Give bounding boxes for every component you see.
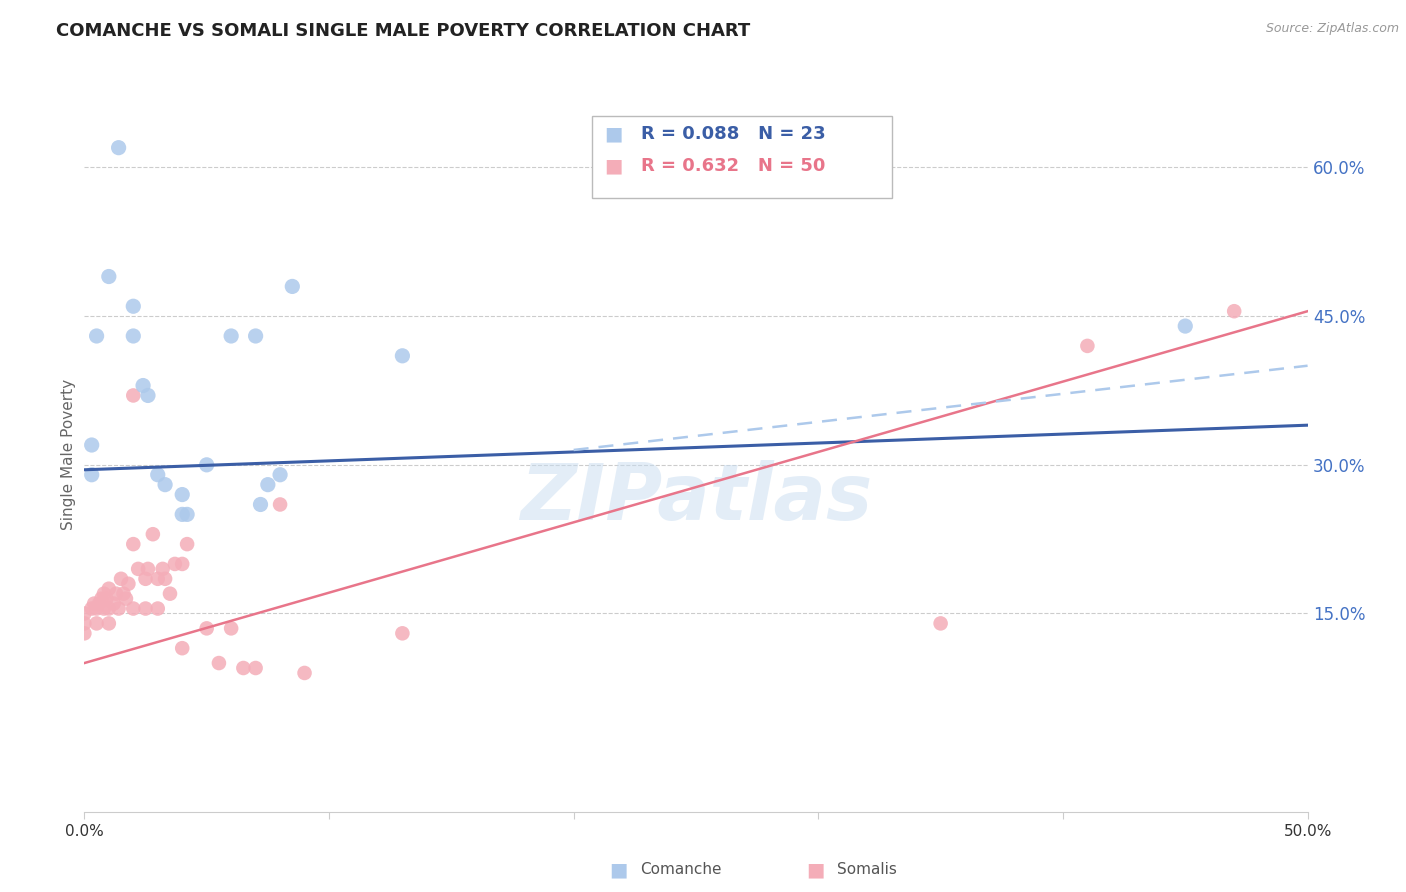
Point bbox=[159, 587, 181, 601]
Point bbox=[105, 587, 128, 601]
Point bbox=[97, 582, 120, 596]
Point bbox=[93, 587, 115, 601]
Point bbox=[110, 572, 132, 586]
Point bbox=[269, 467, 291, 482]
Point bbox=[172, 487, 194, 501]
Point bbox=[269, 498, 291, 512]
Point bbox=[80, 601, 103, 615]
Point bbox=[122, 388, 145, 402]
Point bbox=[1174, 319, 1197, 334]
Point bbox=[107, 601, 129, 615]
Text: R = 0.088   N = 23: R = 0.088 N = 23 bbox=[641, 125, 825, 143]
Point bbox=[152, 562, 174, 576]
Point bbox=[245, 661, 267, 675]
Text: Comanche: Comanche bbox=[640, 863, 721, 877]
Text: ■: ■ bbox=[609, 860, 628, 880]
Point bbox=[132, 378, 155, 392]
Point bbox=[294, 665, 316, 680]
Point bbox=[73, 607, 96, 621]
Point bbox=[257, 477, 280, 491]
Text: ■: ■ bbox=[605, 156, 623, 176]
Point bbox=[93, 601, 115, 615]
FancyBboxPatch shape bbox=[592, 116, 891, 198]
Text: Somalis: Somalis bbox=[837, 863, 897, 877]
Point bbox=[176, 508, 198, 522]
Point bbox=[83, 597, 105, 611]
Text: ZIPatlas: ZIPatlas bbox=[520, 459, 872, 536]
Point bbox=[80, 438, 103, 452]
Point bbox=[172, 508, 194, 522]
Point bbox=[80, 467, 103, 482]
Point bbox=[195, 458, 218, 472]
Point bbox=[163, 557, 186, 571]
Point bbox=[142, 527, 165, 541]
Point bbox=[208, 656, 231, 670]
Point bbox=[127, 562, 149, 576]
Point bbox=[245, 329, 267, 343]
Point bbox=[96, 591, 118, 606]
Point bbox=[281, 279, 304, 293]
Point bbox=[122, 601, 145, 615]
Point bbox=[97, 269, 120, 284]
Point bbox=[219, 329, 242, 343]
Point bbox=[136, 562, 159, 576]
Point bbox=[135, 572, 157, 586]
Point bbox=[391, 626, 413, 640]
Point bbox=[146, 572, 169, 586]
Point bbox=[115, 591, 138, 606]
Point bbox=[135, 601, 157, 615]
Text: ■: ■ bbox=[806, 860, 825, 880]
Point bbox=[1223, 304, 1246, 318]
Point bbox=[153, 572, 176, 586]
Point bbox=[172, 641, 194, 656]
Point bbox=[122, 329, 145, 343]
Point bbox=[86, 616, 108, 631]
Text: ■: ■ bbox=[605, 124, 623, 144]
Point bbox=[103, 597, 125, 611]
Text: COMANCHE VS SOMALI SINGLE MALE POVERTY CORRELATION CHART: COMANCHE VS SOMALI SINGLE MALE POVERTY C… bbox=[56, 22, 751, 40]
Point bbox=[153, 477, 176, 491]
Point bbox=[172, 557, 194, 571]
Point bbox=[107, 141, 129, 155]
Point bbox=[232, 661, 254, 675]
Point bbox=[176, 537, 198, 551]
Point bbox=[86, 329, 108, 343]
Point bbox=[136, 388, 159, 402]
Point bbox=[929, 616, 952, 631]
Point bbox=[73, 616, 96, 631]
Point bbox=[87, 597, 110, 611]
Point bbox=[73, 626, 96, 640]
Text: Source: ZipAtlas.com: Source: ZipAtlas.com bbox=[1265, 22, 1399, 36]
Point bbox=[146, 467, 169, 482]
Point bbox=[391, 349, 413, 363]
Point bbox=[219, 621, 242, 635]
Text: R = 0.632   N = 50: R = 0.632 N = 50 bbox=[641, 157, 825, 175]
Point bbox=[97, 616, 120, 631]
Point bbox=[146, 601, 169, 615]
Point bbox=[122, 299, 145, 313]
Point bbox=[86, 601, 108, 615]
Point bbox=[112, 587, 135, 601]
Point bbox=[90, 591, 112, 606]
Point bbox=[97, 601, 120, 615]
Point bbox=[195, 621, 218, 635]
Y-axis label: Single Male Poverty: Single Male Poverty bbox=[60, 379, 76, 531]
Point bbox=[117, 576, 139, 591]
Point bbox=[249, 498, 271, 512]
Point bbox=[1076, 339, 1098, 353]
Point bbox=[122, 537, 145, 551]
